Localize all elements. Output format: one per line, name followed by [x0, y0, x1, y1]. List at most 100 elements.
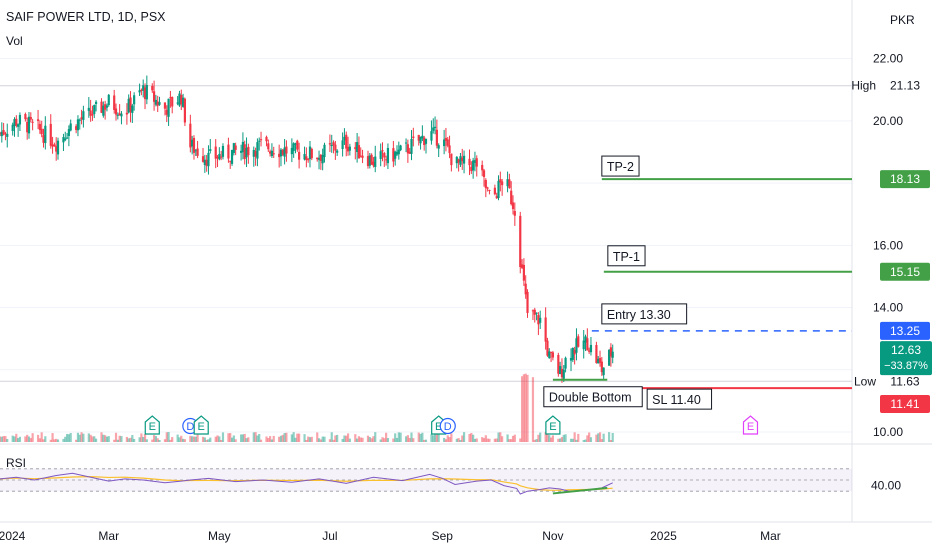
volume-bars — [0, 373, 614, 442]
volume-bar — [544, 432, 547, 442]
candle-body — [332, 142, 335, 146]
candle-body — [118, 113, 121, 116]
volume-bar — [87, 433, 90, 442]
volume-bar — [38, 438, 41, 442]
volume-bar — [11, 435, 14, 442]
volume-bar — [432, 435, 435, 442]
volume-bar — [557, 438, 560, 442]
candle-body — [609, 347, 613, 357]
candle-body — [178, 93, 181, 106]
time-axis[interactable]: 2024 Mar May Jul Sep Nov 2025 Mar — [0, 529, 781, 543]
volume-bar — [381, 437, 384, 442]
volume-bar — [292, 432, 295, 442]
candle-body — [283, 147, 286, 157]
candle-body — [158, 102, 161, 105]
volume-bar — [129, 437, 132, 442]
time-tick: 2025 — [650, 529, 677, 543]
candle-body — [269, 151, 272, 154]
volume-bar — [345, 435, 348, 442]
candle-body — [432, 127, 435, 131]
volume-bar — [241, 434, 245, 442]
candle-body — [154, 99, 157, 105]
currency-label[interactable]: PKR — [890, 13, 915, 27]
candle-body — [285, 146, 288, 154]
volume-bar — [526, 374, 529, 442]
candle-body — [495, 196, 498, 199]
candle-body — [448, 145, 451, 154]
candle-body — [493, 187, 496, 195]
tp2-value-bg — [880, 170, 930, 189]
volume-bar — [510, 439, 513, 442]
volume-bar — [435, 433, 438, 442]
volume-bar — [116, 439, 119, 442]
volume-bar — [283, 433, 286, 442]
tp1-label: TP-1 — [613, 250, 640, 264]
candle-body — [598, 358, 602, 363]
volume-bar — [443, 437, 446, 442]
volume-bar — [586, 435, 589, 442]
candle-body — [330, 144, 333, 146]
volume-bar — [229, 433, 232, 442]
volume-bar — [279, 435, 283, 442]
sl-label-box — [646, 388, 713, 410]
price-axis[interactable]: 22.00 20.00 16.00 14.00 10.00 21.13 High 11.63 L… — [851, 52, 932, 439]
earnings-marker — [144, 415, 160, 435]
volume-bar — [602, 433, 605, 442]
volume-bar — [589, 437, 593, 442]
candle-body — [562, 369, 565, 379]
volume-bar — [163, 439, 167, 442]
volume-bar — [341, 438, 344, 442]
volume-bar — [310, 436, 313, 442]
volume-bar — [53, 439, 56, 442]
volume-bar — [145, 439, 148, 442]
candle-body — [127, 98, 130, 113]
candle-body — [419, 136, 422, 144]
entry-value-bg — [880, 321, 930, 340]
last-price: 12.63 — [891, 343, 921, 357]
candle-body — [102, 105, 105, 116]
candle-body — [24, 114, 27, 120]
volume-bar — [2, 436, 5, 442]
volume-bar — [404, 436, 408, 442]
candle-body — [328, 143, 332, 145]
candle-body — [336, 150, 339, 153]
volume-bar — [533, 439, 536, 442]
candle-body — [435, 129, 438, 146]
candle-body — [194, 150, 197, 152]
candle-body — [410, 138, 413, 154]
candle-body — [482, 170, 486, 177]
volume-bar — [421, 432, 424, 442]
rsi-label: RSI — [6, 456, 26, 470]
volume-bar — [562, 434, 565, 442]
candle-body — [227, 144, 230, 159]
candle-body — [472, 160, 475, 171]
double-bottom-label: Double Bottom — [549, 391, 632, 405]
candle-body — [397, 149, 400, 155]
candle-body — [36, 119, 40, 121]
candle-body — [589, 344, 593, 353]
candle-body — [53, 144, 56, 147]
candle-body — [484, 180, 487, 189]
volume-bar — [64, 436, 67, 442]
volume-bar — [27, 436, 31, 442]
candle-body — [292, 143, 295, 151]
rsi-pane: RSI 40.00 — [0, 456, 901, 495]
volume-bar — [412, 438, 415, 442]
price-tick: 16.00 — [873, 238, 903, 252]
symbol-title[interactable]: SAIF POWER LTD, 1D, PSX — [6, 10, 166, 24]
volume-bar — [482, 438, 486, 442]
volume-indicator-label[interactable]: Vol — [6, 34, 23, 48]
volume-bar — [539, 432, 542, 442]
candle-body — [421, 135, 424, 139]
candle-body — [310, 148, 313, 159]
candle-body — [294, 143, 297, 145]
volume-bar — [203, 437, 206, 442]
volume-bar — [15, 433, 18, 442]
volume-bar — [584, 439, 587, 442]
price-tick: 20.00 — [873, 114, 903, 128]
candle-body — [443, 139, 446, 147]
volume-bar — [13, 436, 16, 442]
